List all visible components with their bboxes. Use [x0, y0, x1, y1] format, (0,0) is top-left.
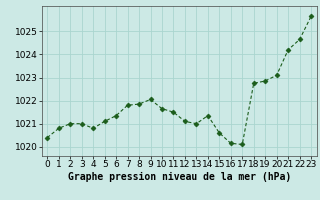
- X-axis label: Graphe pression niveau de la mer (hPa): Graphe pression niveau de la mer (hPa): [68, 172, 291, 182]
